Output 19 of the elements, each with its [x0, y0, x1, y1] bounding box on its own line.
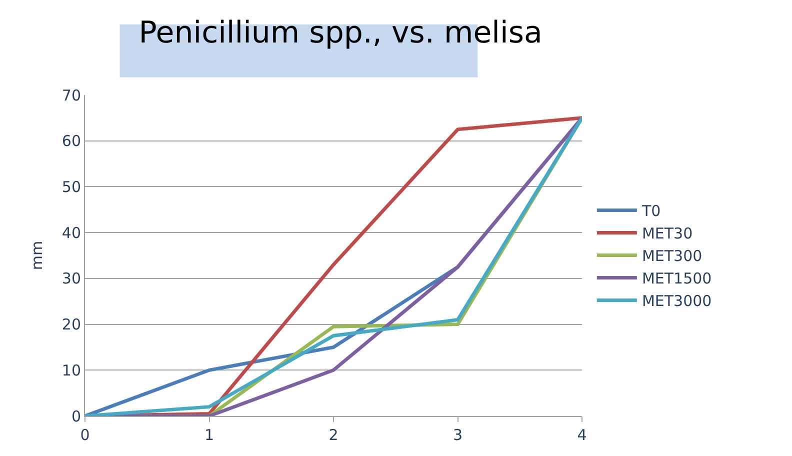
x-tick-label: 4 — [577, 426, 587, 444]
legend-label: MET30 — [642, 224, 693, 243]
x-tick-label: 1 — [204, 426, 214, 444]
x-tick-label: 2 — [328, 426, 338, 444]
chart-title: Penicillium spp., vs. melisa — [138, 15, 542, 50]
y-tick-label: 40 — [62, 224, 81, 242]
y-tick-label: 10 — [62, 361, 81, 380]
legend-label: T0 — [640, 202, 661, 220]
y-axis-title: mm — [28, 240, 46, 270]
y-tick-label: 50 — [62, 178, 81, 196]
y-tick-label: 60 — [62, 132, 81, 150]
y-tick-label: 30 — [62, 270, 81, 288]
x-tick-label: 3 — [452, 426, 463, 444]
y-tick-label: 0 — [71, 407, 81, 426]
y-tick-label: 20 — [62, 316, 81, 334]
y-tick-label: 70 — [62, 86, 81, 104]
legend-label: MET3000 — [642, 292, 712, 310]
legend-label: MET1500 — [642, 270, 712, 288]
legend-label: MET300 — [642, 247, 702, 266]
